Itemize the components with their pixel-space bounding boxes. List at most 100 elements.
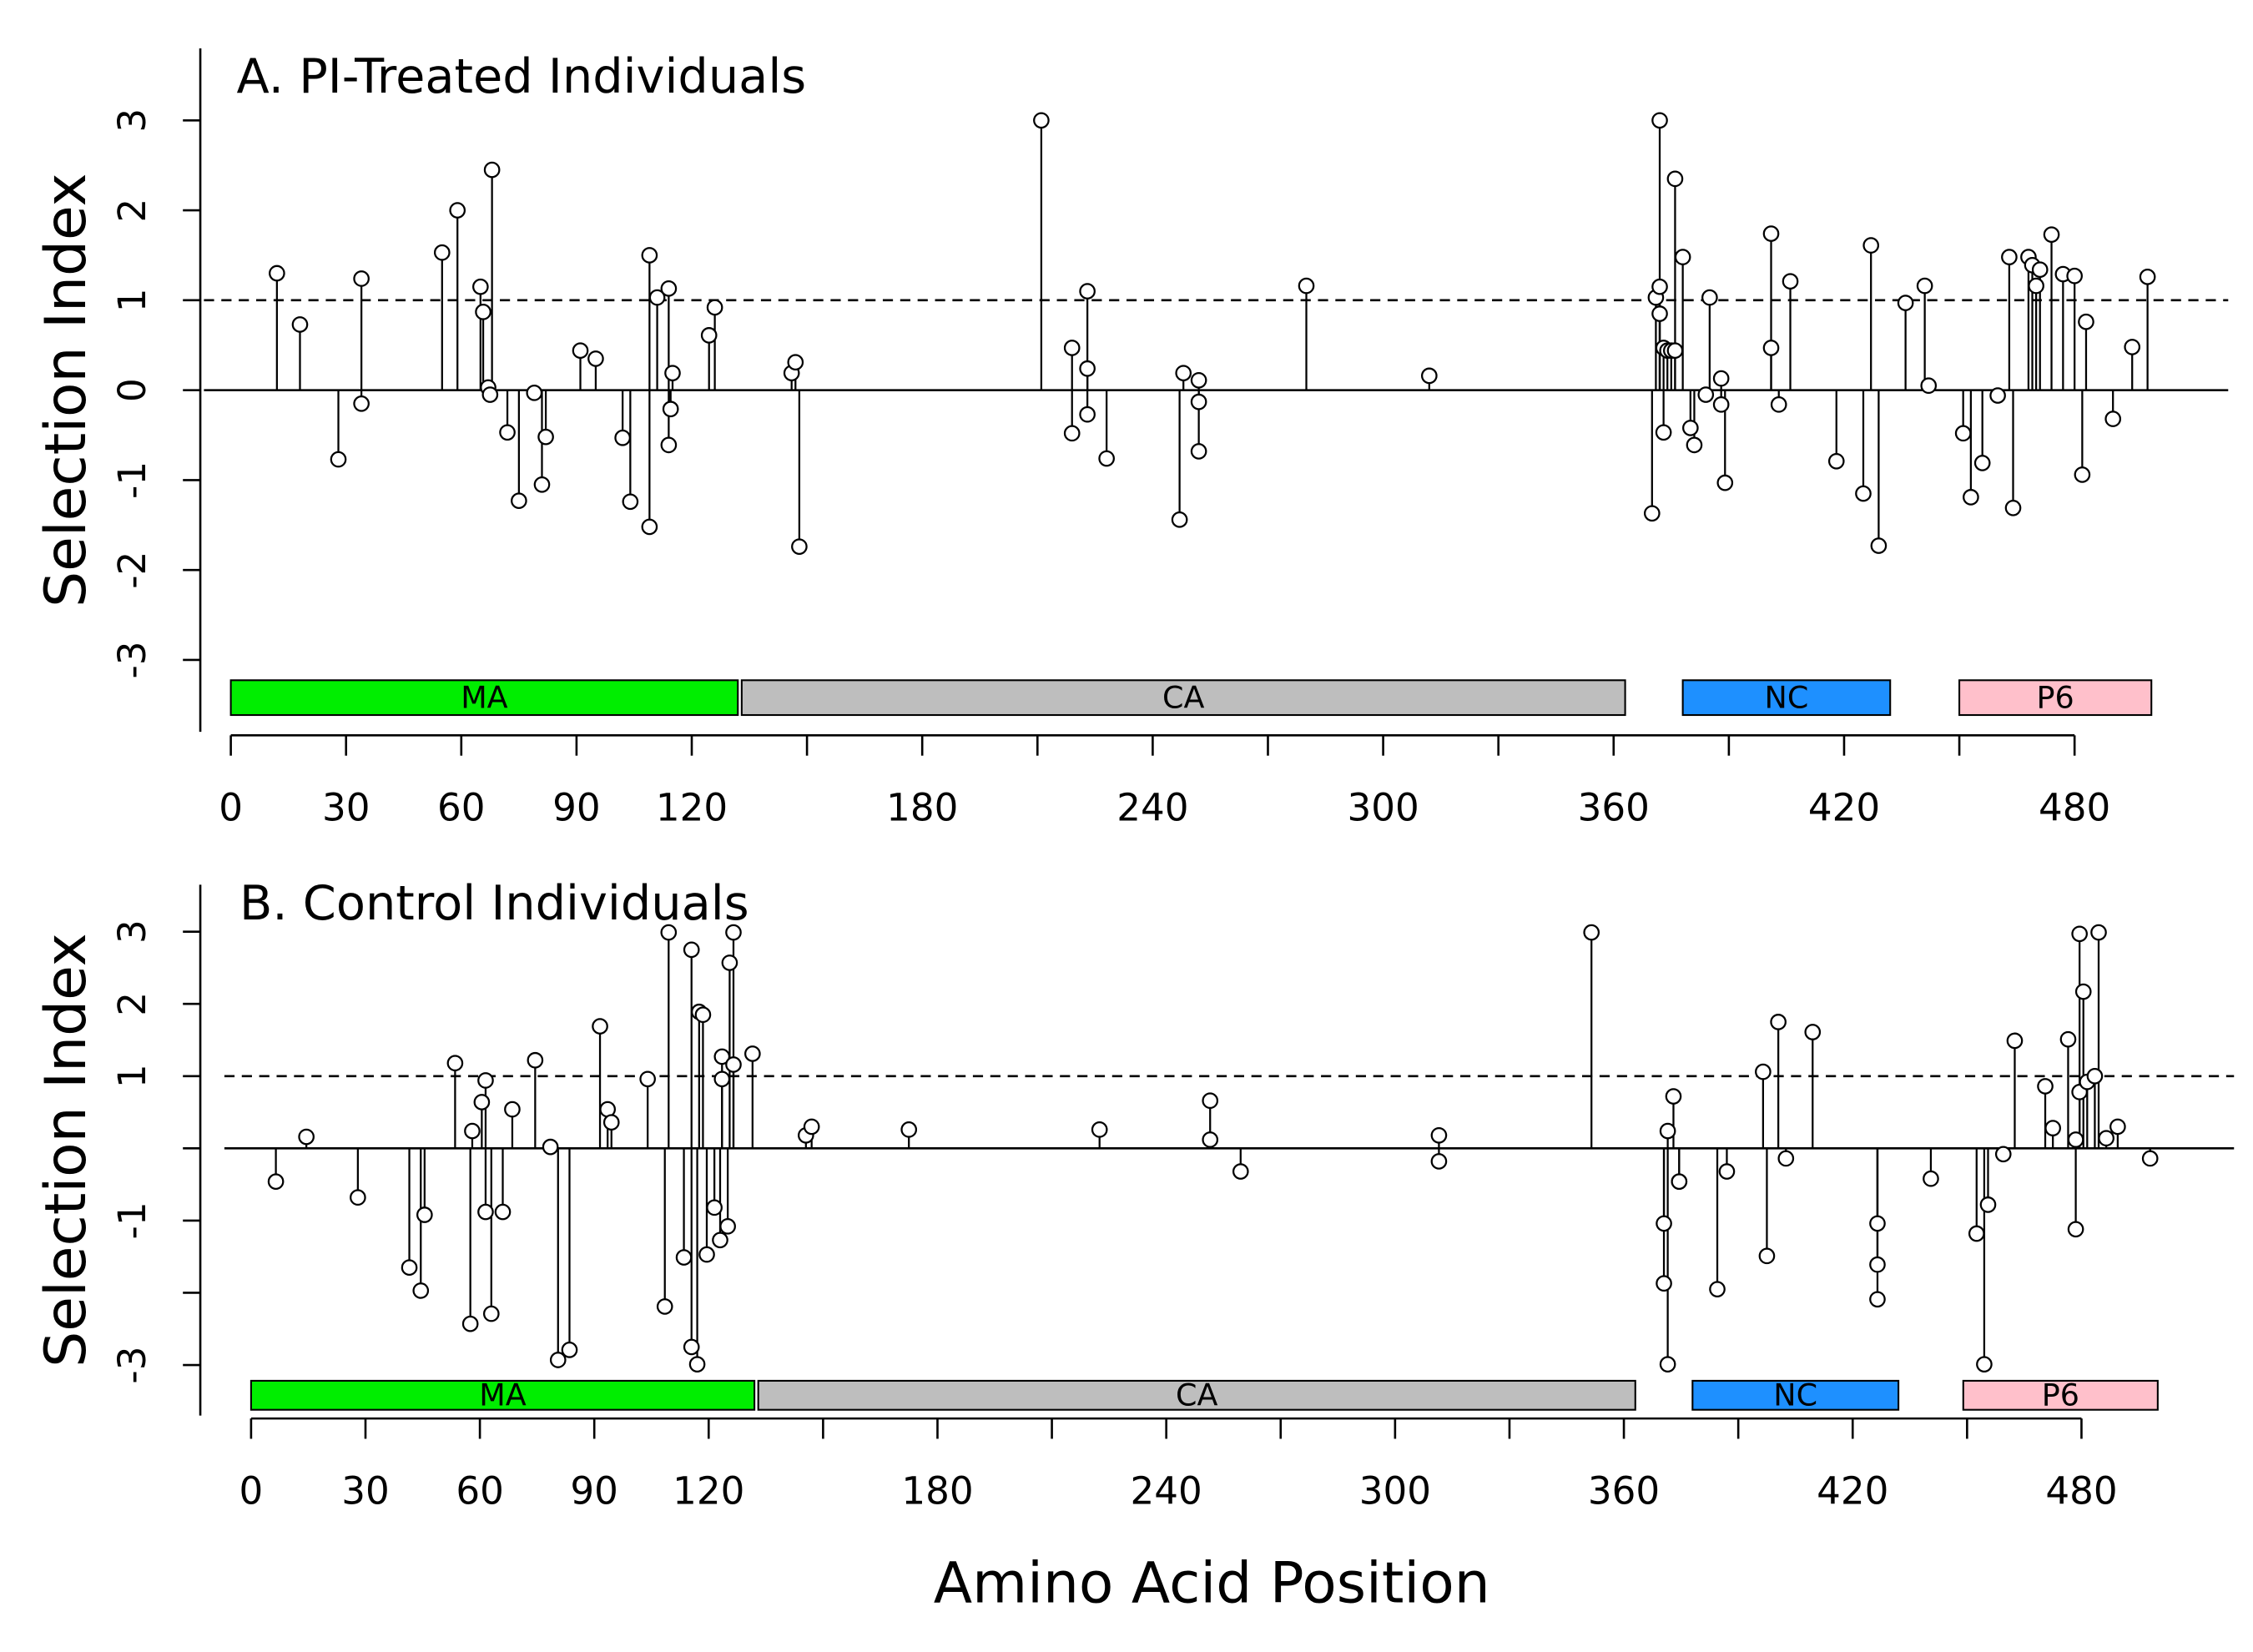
- point: [1923, 1170, 1939, 1187]
- x-tick-label: 180: [901, 1469, 973, 1513]
- y-tick-label: 1: [110, 1064, 154, 1088]
- point: [1171, 511, 1188, 528]
- point: [698, 1246, 715, 1263]
- y-tick-label: 2: [110, 199, 154, 223]
- point: [1870, 537, 1888, 554]
- point: [416, 1206, 433, 1223]
- region-bar: [740, 679, 1626, 717]
- point: [353, 395, 370, 412]
- point: [1762, 225, 1780, 242]
- point: [1869, 1215, 1886, 1232]
- point: [2104, 410, 2122, 427]
- region-bar: [757, 1379, 1636, 1411]
- point: [353, 270, 370, 287]
- point: [1656, 1275, 1672, 1292]
- x-tick-label: 0: [239, 1469, 264, 1513]
- x-tick-label: 180: [886, 786, 958, 830]
- point: [2074, 466, 2091, 483]
- point: [1666, 170, 1684, 188]
- point: [482, 1305, 500, 1322]
- point: [2141, 1150, 2159, 1167]
- point: [549, 1352, 567, 1368]
- x-tick-label: 360: [1578, 786, 1650, 830]
- point: [1755, 1063, 1772, 1080]
- region-label: CA: [1162, 679, 1204, 715]
- point: [1712, 396, 1730, 413]
- point: [1989, 387, 2006, 404]
- point: [2124, 339, 2141, 355]
- x-tick-label: 240: [1131, 1469, 1202, 1513]
- point: [1804, 1024, 1822, 1040]
- point: [433, 244, 451, 261]
- point: [2001, 249, 2018, 265]
- point: [1674, 249, 1691, 265]
- x-tick-label: 300: [1359, 1469, 1431, 1513]
- point: [675, 1249, 693, 1266]
- region-bar: [1958, 679, 2153, 717]
- point: [527, 1051, 544, 1069]
- y-tick-label: -3: [110, 641, 154, 678]
- point: [683, 941, 700, 959]
- point: [2109, 1118, 2126, 1136]
- point: [1651, 278, 1668, 295]
- point: [614, 429, 631, 446]
- point: [662, 400, 679, 418]
- point: [1202, 1092, 1219, 1110]
- point: [1855, 485, 1872, 502]
- point: [2004, 499, 2022, 516]
- region-label: P6: [2042, 1378, 2079, 1413]
- point: [1190, 443, 1207, 460]
- point: [1063, 340, 1081, 356]
- point: [1963, 489, 1979, 506]
- point: [2090, 924, 2107, 941]
- point: [648, 289, 666, 306]
- point: [641, 247, 658, 264]
- point: [2067, 1131, 2084, 1148]
- point: [449, 202, 466, 219]
- point: [1697, 386, 1715, 403]
- point: [721, 954, 738, 971]
- point: [641, 518, 658, 536]
- point: [269, 264, 285, 282]
- point: [1583, 924, 1600, 941]
- point: [494, 1203, 512, 1221]
- point: [2044, 1120, 2061, 1136]
- point: [1079, 405, 1096, 423]
- point: [2067, 1221, 2084, 1238]
- point: [473, 1094, 491, 1111]
- point: [1190, 371, 1207, 389]
- point: [1718, 1163, 1736, 1180]
- point: [2139, 268, 2156, 285]
- point: [592, 1018, 608, 1035]
- point: [1716, 474, 1734, 491]
- point: [660, 280, 678, 297]
- region-bar: [1962, 1379, 2159, 1411]
- point: [700, 327, 718, 344]
- region-label: NC: [1765, 679, 1809, 715]
- point: [2071, 925, 2088, 943]
- x-axis-title: Amino Acid Position: [934, 1549, 1490, 1615]
- point: [664, 365, 681, 381]
- point: [2074, 983, 2092, 1000]
- point: [706, 1199, 723, 1216]
- x-tick-label: 240: [1116, 786, 1188, 830]
- point: [587, 350, 604, 367]
- point: [1701, 289, 1718, 306]
- point: [744, 1045, 761, 1062]
- y-tick-label: 3: [110, 919, 154, 944]
- point: [446, 1055, 464, 1072]
- point: [1979, 1196, 1997, 1213]
- point: [803, 1118, 820, 1136]
- point: [1827, 452, 1845, 470]
- x-tick-label: 420: [1817, 1469, 1888, 1513]
- point: [1666, 342, 1684, 360]
- point: [330, 451, 347, 468]
- point: [350, 1189, 366, 1206]
- point: [2078, 313, 2094, 330]
- point: [1954, 425, 1972, 442]
- point: [1869, 1291, 1886, 1308]
- point: [1656, 1215, 1672, 1232]
- point: [725, 1056, 742, 1073]
